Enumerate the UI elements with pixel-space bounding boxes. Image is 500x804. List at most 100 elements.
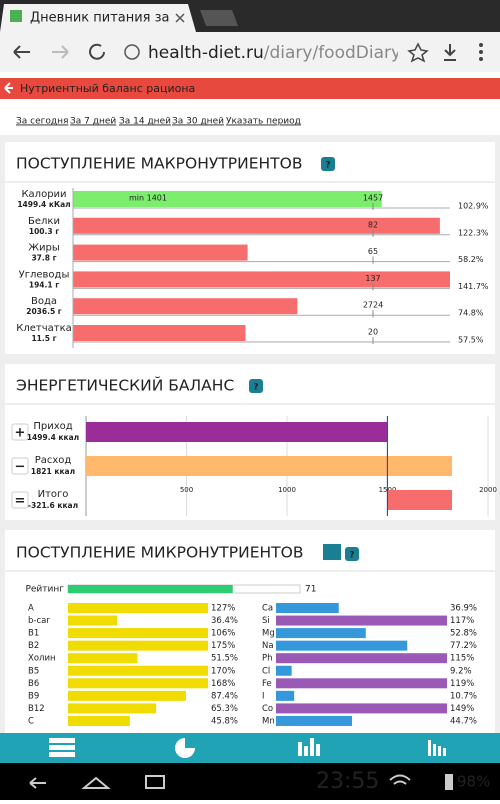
micro-bar — [68, 640, 208, 651]
micro-name: B2 — [28, 641, 39, 651]
help-mark: ? — [325, 161, 330, 171]
macro-bar — [73, 191, 382, 207]
norm-value: 65 — [368, 247, 378, 256]
micro-percent: 127% — [211, 604, 235, 614]
new-tab[interactable] — [200, 10, 238, 26]
micro-name: Na — [262, 641, 274, 651]
sign: + — [15, 426, 26, 441]
energy-name: Приход — [33, 421, 72, 432]
micro-percent: 149% — [450, 704, 474, 714]
micro-percent: 51.5% — [211, 654, 238, 664]
nutrient-name: Вода — [31, 296, 57, 307]
percent-label: 74.8% — [458, 309, 484, 318]
micro-percent: 77.2% — [450, 641, 477, 651]
energy-bar — [86, 422, 388, 442]
nav-bars[interactable] — [298, 738, 320, 756]
site-info[interactable] — [124, 44, 140, 60]
energy-bar — [86, 456, 453, 476]
energy-amount: -321.6 ккал — [28, 501, 78, 510]
x-tick-label: 1000 — [278, 486, 296, 494]
micro-bar — [68, 603, 208, 613]
period-link[interactable]: За 30 дней — [172, 117, 224, 127]
micro-percent: 65.3% — [211, 704, 238, 714]
header-back[interactable] — [4, 82, 13, 94]
micro-percent: 175% — [211, 641, 235, 651]
micro-name: B6 — [28, 679, 39, 689]
nutrient-name: Белки — [28, 216, 60, 227]
micro-bar — [276, 678, 447, 689]
macro-bar — [73, 244, 248, 261]
battery-icon — [445, 774, 453, 790]
percent-label: 58.2% — [458, 255, 484, 264]
micro-percent: 117% — [450, 616, 474, 626]
micro-percent: 52.8% — [450, 629, 477, 639]
bookmark-button[interactable] — [407, 42, 429, 63]
help-icon[interactable] — [345, 547, 359, 561]
micro-name: Ca — [262, 604, 273, 614]
sign: = — [15, 494, 26, 509]
micro-percent: 170% — [211, 666, 235, 676]
micro-percent: 10.7% — [450, 691, 477, 701]
help-mark: ? — [253, 383, 258, 393]
micro-bar — [68, 628, 208, 639]
nutrient-amount: 11.5 г — [31, 334, 56, 343]
nutrient-name: Калории — [21, 189, 66, 200]
back-button[interactable] — [13, 45, 30, 59]
reload-button[interactable] — [89, 43, 105, 60]
macro-bar — [73, 325, 246, 341]
micro-percent: 87.4% — [211, 691, 238, 701]
percent-label: 102.9% — [458, 202, 489, 211]
norm-value: 20 — [368, 328, 378, 337]
micro-name: B1 — [28, 629, 39, 639]
macro-bar — [73, 298, 298, 315]
menu-button[interactable] — [479, 43, 483, 61]
micro-bar — [276, 653, 447, 664]
sign-box — [11, 423, 29, 441]
tab-title: Дневник питания за — [30, 11, 170, 26]
table-icon[interactable] — [323, 544, 341, 560]
tab-close[interactable] — [175, 13, 185, 23]
tab[interactable] — [0, 4, 196, 32]
micro-percent: 115% — [450, 654, 474, 664]
battery-level: 98% — [457, 773, 490, 791]
forward-button[interactable] — [52, 45, 69, 59]
micro-name: I — [262, 691, 265, 701]
nav-list[interactable] — [49, 738, 75, 757]
micro-bar — [276, 640, 408, 651]
sys-home[interactable] — [81, 776, 111, 789]
micro-name: Ph — [262, 654, 273, 664]
nutrient-amount: 1499.4 кКал — [17, 200, 70, 209]
help-mark: ? — [349, 551, 354, 561]
nutrient-name: Клетчатка — [16, 323, 72, 334]
micro-bar — [68, 715, 130, 726]
micro-name: Co — [262, 704, 273, 714]
macro-bar — [73, 217, 440, 234]
wifi-icon — [389, 774, 411, 785]
nav-stats[interactable] — [428, 740, 446, 756]
energy-bar — [387, 490, 453, 510]
help-icon[interactable] — [321, 157, 335, 171]
download-button[interactable] — [444, 44, 456, 61]
nutrient-name: Углеводы — [19, 269, 70, 280]
micro-name: B12 — [28, 704, 45, 714]
help-icon[interactable] — [249, 379, 263, 393]
micro-name: Cl — [262, 666, 270, 676]
energy-amount: 1821 ккал — [31, 467, 75, 476]
micro-bar — [68, 678, 208, 689]
micro-bar — [276, 703, 447, 714]
micro-name: B5 — [28, 666, 39, 676]
micro-percent: 45.8% — [211, 716, 238, 726]
period-link[interactable]: За 14 дней — [119, 117, 171, 127]
sys-back[interactable] — [29, 777, 46, 789]
period-link[interactable]: За 7 дней — [70, 117, 116, 127]
sys-recent[interactable] — [145, 775, 165, 789]
period-link[interactable]: За сегодня — [16, 117, 68, 127]
micro-bar — [276, 690, 295, 701]
micro-percent: 36.9% — [450, 604, 477, 614]
nav-pie[interactable] — [175, 738, 195, 758]
period-link[interactable]: Указать период — [226, 117, 301, 127]
micro-bar — [68, 703, 157, 714]
norm-value: 1457 — [363, 194, 383, 203]
nutrient-amount: 100.3 г — [29, 227, 59, 236]
